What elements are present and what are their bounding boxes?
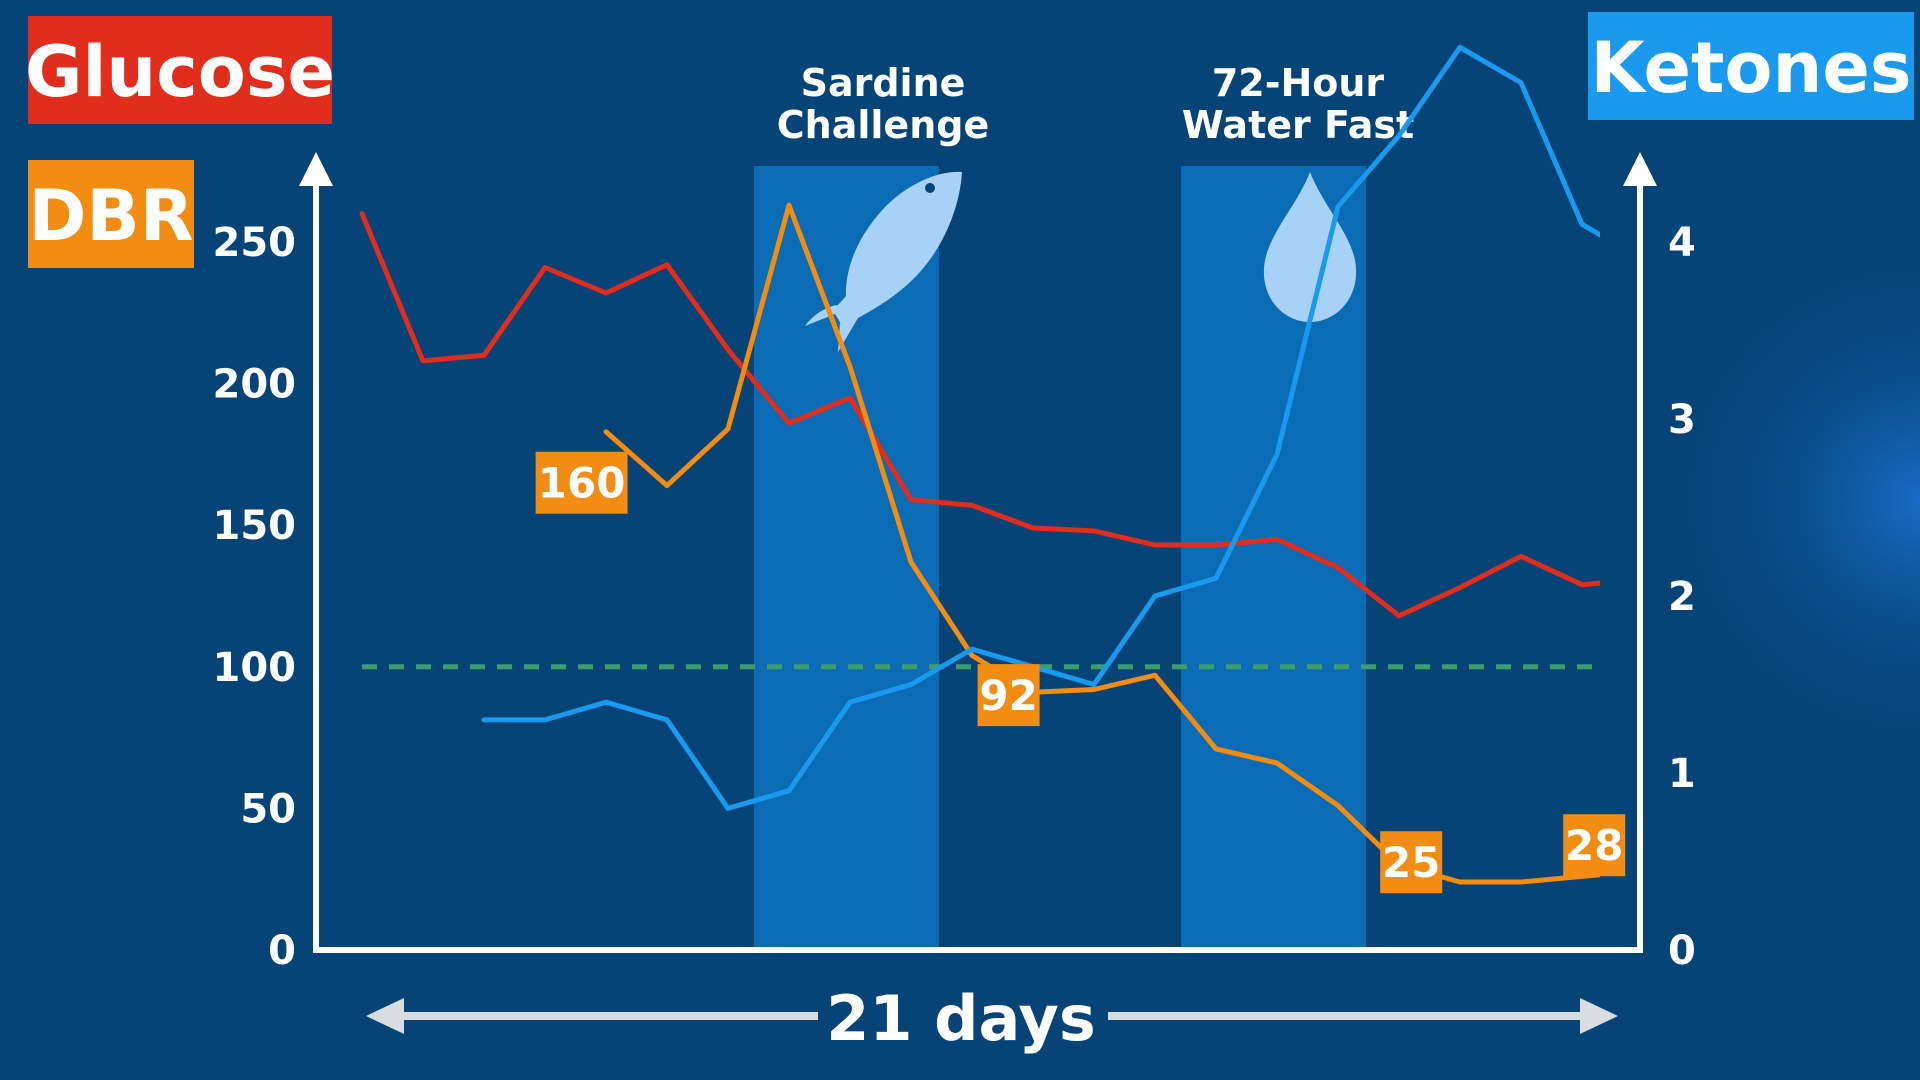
series-line-ketones <box>481 44 1600 811</box>
left-tick-label: 200 <box>213 362 297 408</box>
series-line-dbr <box>603 202 1600 885</box>
legend-glucose-label: Glucose <box>25 31 335 113</box>
legend-dbr: DBR <box>28 160 194 268</box>
axes <box>313 178 1643 953</box>
dbr-label-text: 92 <box>979 671 1037 720</box>
right-tick-label: 3 <box>1668 397 1696 443</box>
background-glow <box>1660 240 1920 760</box>
legend-ketones: Ketones <box>1588 12 1914 120</box>
right-tick-label: 1 <box>1668 751 1696 797</box>
dbr-label-box <box>977 664 1040 727</box>
left-tick-label: 250 <box>213 220 297 266</box>
left-tick-label: 100 <box>213 645 297 691</box>
event-water-fast: 72-Hour Water Fast <box>1182 61 1414 147</box>
series-lines <box>359 44 1600 885</box>
right-tick-label: 4 <box>1668 220 1696 266</box>
legend-glucose-box <box>28 16 332 124</box>
dbr-label-box <box>535 451 628 514</box>
series-line-glucose <box>359 211 1600 619</box>
legend-ketones-box <box>1588 12 1914 120</box>
left-axis-arrowhead <box>299 152 333 186</box>
left-tick-label: 150 <box>213 503 297 549</box>
legend-ketones-label: Ketones <box>1590 27 1911 109</box>
legend-glucose: Glucose <box>25 16 335 124</box>
event-label-line: Sardine <box>801 61 966 105</box>
event-label-line: Water Fast <box>1182 103 1414 147</box>
timeline-label: 21 days <box>826 982 1096 1055</box>
dbr-label-160: 160 <box>535 451 628 514</box>
dbr-label-28: 28 <box>1563 814 1626 877</box>
timeline-arrowhead-right <box>1580 998 1618 1034</box>
event-sardine-challenge: Sardine Challenge <box>777 61 989 147</box>
fish-icon <box>805 171 962 352</box>
dbr-label-box <box>1380 831 1443 894</box>
left-tick-label: 0 <box>268 928 296 974</box>
left-axis-ticks: 0 50 100 150 200 250 <box>213 220 297 974</box>
dbr-label-text: 25 <box>1382 838 1440 887</box>
dbr-label-25: 25 <box>1380 831 1443 894</box>
dbr-label-text: 160 <box>538 459 626 508</box>
left-tick-label: 50 <box>240 786 296 832</box>
dbr-value-labels: 160 92 25 28 <box>535 451 1626 894</box>
event-label-line: Challenge <box>777 103 989 147</box>
legend-dbr-label: DBR <box>28 175 193 257</box>
water-drop-icon <box>1263 172 1357 322</box>
legend-dbr-box <box>28 160 194 268</box>
dbr-label-box <box>1563 814 1626 877</box>
right-axis-arrowhead <box>1623 152 1657 186</box>
dbr-label-text: 28 <box>1565 821 1623 870</box>
timeline: 21 days <box>366 982 1618 1055</box>
right-tick-label: 0 <box>1668 928 1696 974</box>
right-tick-label: 2 <box>1668 574 1696 620</box>
right-axis-ticks: 0 1 2 3 4 <box>1668 220 1696 974</box>
event-label-line: 72-Hour <box>1212 61 1385 105</box>
timeline-arrowhead-left <box>366 998 404 1034</box>
dbr-label-92: 92 <box>977 664 1040 727</box>
